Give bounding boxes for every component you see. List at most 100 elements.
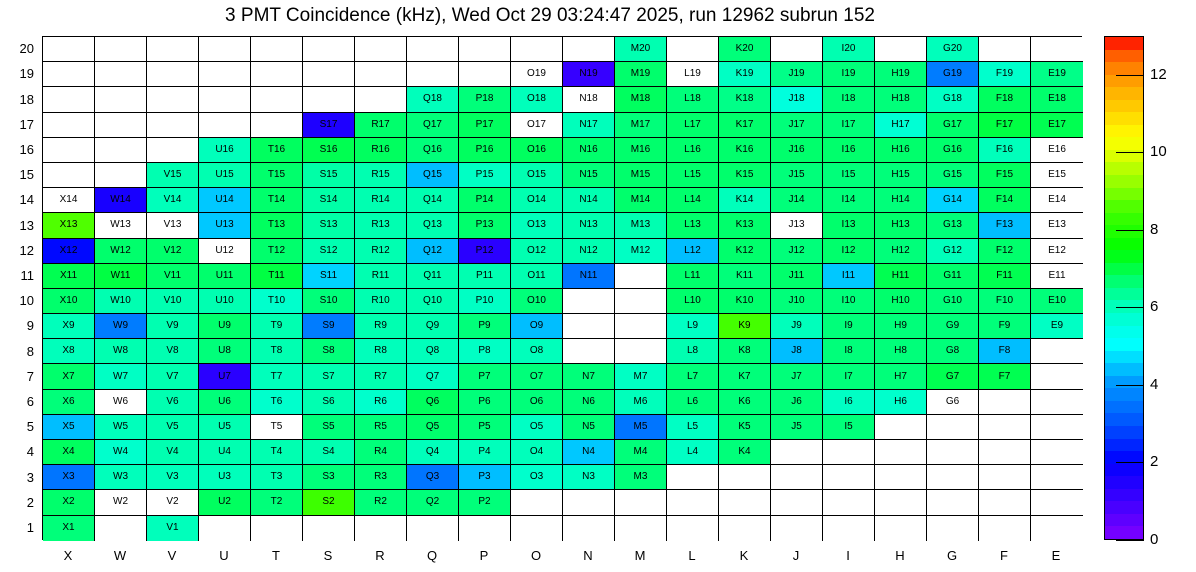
heatmap-cell-j7: J7 bbox=[771, 364, 823, 390]
heatmap-cell-i10: I10 bbox=[823, 288, 875, 315]
cell-label: V11 bbox=[163, 269, 182, 281]
cell-label: S17 bbox=[319, 118, 338, 130]
heatmap-cell-g12: G12 bbox=[927, 238, 979, 264]
heatmap-cell-p3: P3 bbox=[459, 465, 511, 491]
x-axis-label-J: J bbox=[792, 548, 800, 563]
heatmap-cell-p14: P14 bbox=[459, 188, 511, 214]
cell-label: H6 bbox=[894, 395, 907, 407]
heatmap-cell-f8: F8 bbox=[979, 339, 1031, 365]
cell-label: V4 bbox=[166, 446, 179, 458]
heatmap-cell-n18: N18 bbox=[563, 87, 615, 113]
cell-label: P3 bbox=[478, 471, 491, 483]
heatmap-cell-m6: M6 bbox=[615, 389, 667, 415]
cell-label: K20 bbox=[735, 43, 754, 55]
heatmap-cell-empty bbox=[303, 515, 355, 541]
cell-label: Q2 bbox=[425, 496, 440, 508]
cell-label: S13 bbox=[319, 219, 338, 231]
heatmap-cell-x13: X13 bbox=[43, 213, 95, 239]
colorbar-band bbox=[1105, 526, 1143, 539]
heatmap-cell-e18: E18 bbox=[1031, 87, 1083, 113]
heatmap-cell-empty bbox=[875, 465, 927, 491]
heatmap-cell-r10: R10 bbox=[355, 288, 407, 315]
colorbar-band bbox=[1105, 262, 1143, 276]
heatmap-cell-k9: K9 bbox=[719, 314, 771, 340]
cell-label: U15 bbox=[215, 169, 234, 181]
cell-label: E15 bbox=[1048, 169, 1066, 181]
cell-label: I17 bbox=[841, 118, 856, 130]
heatmap-cell-r13: R13 bbox=[355, 213, 407, 239]
heatmap-cell-u13: U13 bbox=[199, 213, 251, 239]
heatmap-cell-e9: E9 bbox=[1031, 314, 1083, 340]
cell-label: O15 bbox=[527, 169, 546, 181]
cell-label: X13 bbox=[59, 219, 78, 231]
cell-label: Q10 bbox=[423, 294, 442, 306]
heatmap-cell-s17: S17 bbox=[303, 112, 355, 138]
heatmap-cell-u6: U6 bbox=[199, 389, 251, 415]
cell-label: R6 bbox=[374, 395, 387, 407]
heatmap-cell-v1: V1 bbox=[147, 515, 199, 541]
heatmap-cell-g7: G7 bbox=[927, 364, 979, 390]
x-axis-label-L: L bbox=[688, 548, 696, 563]
cell-label: P10 bbox=[475, 294, 494, 306]
heatmap-cell-empty bbox=[147, 112, 199, 138]
cell-label: S8 bbox=[322, 345, 335, 357]
cell-label: H18 bbox=[891, 93, 910, 105]
heatmap-cell-empty bbox=[823, 515, 875, 541]
cell-label: R14 bbox=[371, 194, 390, 206]
heatmap-cell-empty bbox=[147, 37, 199, 63]
heatmap-cell-t6: T6 bbox=[251, 389, 303, 415]
heatmap-cell-empty bbox=[355, 37, 407, 63]
heatmap-cell-o5: O5 bbox=[511, 414, 563, 440]
cell-label: S5 bbox=[322, 420, 335, 432]
colorbar-band bbox=[1105, 275, 1143, 288]
heatmap-cell-empty bbox=[771, 440, 823, 466]
cell-label: Q13 bbox=[423, 219, 442, 231]
heatmap-cell-n3: N3 bbox=[563, 465, 615, 491]
heatmap-cell-q7: Q7 bbox=[407, 364, 459, 390]
cell-label: T3 bbox=[270, 471, 283, 483]
x-axis-label-U: U bbox=[219, 548, 229, 563]
heatmap-cell-empty bbox=[563, 37, 615, 63]
cell-label: K7 bbox=[738, 370, 751, 382]
heatmap-cell-empty bbox=[615, 288, 667, 315]
cell-label: W4 bbox=[113, 446, 128, 458]
heatmap-cell-empty bbox=[927, 465, 979, 491]
cell-label: R10 bbox=[371, 294, 390, 306]
cell-label: T13 bbox=[267, 219, 286, 231]
heatmap-cell-o11: O11 bbox=[511, 263, 563, 289]
y-axis-label-1: 1 bbox=[26, 519, 34, 535]
heatmap-cell-r9: R9 bbox=[355, 314, 407, 340]
cell-label: M18 bbox=[630, 93, 651, 105]
cell-label: G18 bbox=[943, 93, 962, 105]
heatmap-cell-r15: R15 bbox=[355, 162, 407, 189]
heatmap-cell-t14: T14 bbox=[251, 188, 303, 214]
heatmap-cell-empty bbox=[43, 137, 95, 163]
heatmap-cell-empty bbox=[251, 37, 303, 63]
heatmap-cell-o14: O14 bbox=[511, 188, 563, 214]
heatmap-cell-empty bbox=[1031, 440, 1083, 466]
heatmap-cell-empty bbox=[667, 37, 719, 63]
cell-label: G11 bbox=[943, 269, 962, 281]
heatmap-cell-u4: U4 bbox=[199, 440, 251, 466]
heatmap-cell-v2: V2 bbox=[147, 490, 199, 516]
x-axis-label-O: O bbox=[530, 548, 542, 563]
cell-label: S7 bbox=[322, 370, 335, 382]
heatmap-cell-f12: F12 bbox=[979, 238, 1031, 264]
cell-label: F10 bbox=[995, 294, 1014, 306]
heatmap-cell-h15: H15 bbox=[875, 162, 927, 189]
heatmap-cell-m20: M20 bbox=[615, 37, 667, 63]
cell-label: I10 bbox=[841, 294, 856, 306]
heatmap-cell-f19: F19 bbox=[979, 62, 1031, 88]
cell-label: G14 bbox=[943, 194, 962, 206]
cell-label: W11 bbox=[110, 269, 131, 281]
heatmap-cell-i8: I8 bbox=[823, 339, 875, 365]
heatmap-cell-empty bbox=[459, 515, 511, 541]
colorbar-band bbox=[1105, 237, 1143, 251]
heatmap-cell-empty bbox=[43, 62, 95, 88]
heatmap-cell-empty bbox=[95, 112, 147, 138]
heatmap-cell-r16: R16 bbox=[355, 137, 407, 163]
heatmap-cell-r11: R11 bbox=[355, 263, 407, 289]
heatmap-cell-empty bbox=[199, 112, 251, 138]
cell-label: F11 bbox=[996, 269, 1013, 281]
